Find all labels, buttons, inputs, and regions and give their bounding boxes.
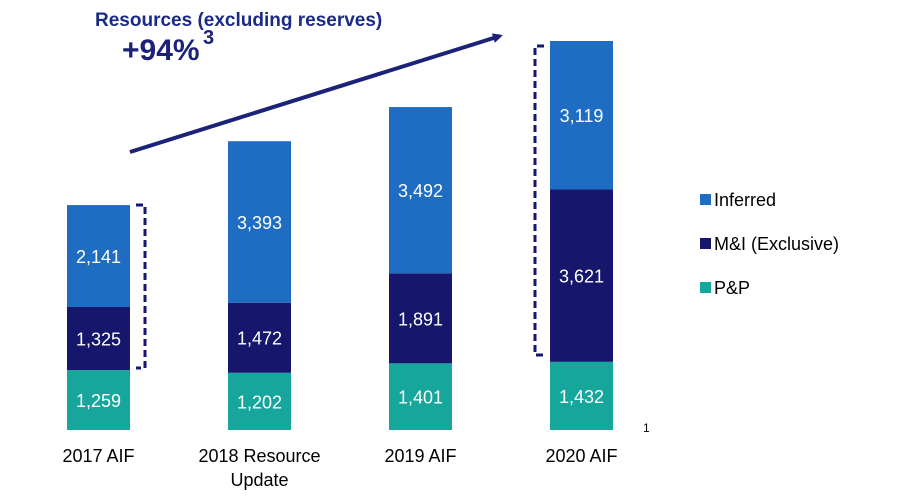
bar-segment [67,370,130,430]
data-label: 3,393 [237,213,282,233]
data-label: 3,621 [559,267,604,287]
bracket [533,44,544,357]
x-tick-label: 2017 AIF [62,446,135,466]
data-label: 1,472 [237,329,282,349]
x-tick-label: 2019 AIF [384,446,457,466]
chart-title: Resources (excluding reserves) [95,10,382,31]
bracket [136,203,147,370]
bar-segment [389,273,452,364]
bar-segment [389,363,452,430]
bar-segment [228,372,291,430]
legend-label: P&P [714,278,750,298]
data-label: 1,202 [237,392,282,412]
annotation: +94% [122,34,200,67]
bar-segment [67,205,130,307]
data-label: 3,119 [560,106,604,126]
bar-segment [550,41,613,190]
category-footnote: 1 [643,421,650,435]
data-label: 1,891 [398,309,443,329]
data-label: 3,492 [398,181,443,201]
data-label: 2,141 [76,247,121,267]
legend-swatch [700,282,711,293]
bar-segment [228,302,291,373]
bar-segment [550,189,613,362]
data-label: 1,401 [398,388,443,408]
legend-swatch [700,194,711,205]
data-label: 1,259 [76,391,121,411]
legend-label: Inferred [714,190,776,210]
bar-segment [67,306,130,371]
data-label: 1,325 [76,330,121,350]
bar-segment [228,141,291,303]
x-tick-label: 2018 Resource Update [198,446,321,490]
data-label: 1,432 [559,387,604,407]
legend-swatch [700,238,711,249]
growth-arrow [129,33,503,154]
annotation-footnote: 3 [203,27,214,49]
bar-segment [550,361,613,430]
legend-label: M&I (Exclusive) [714,234,839,254]
bar-segment [389,107,452,274]
x-tick-label: 2020 AIF [545,446,618,466]
